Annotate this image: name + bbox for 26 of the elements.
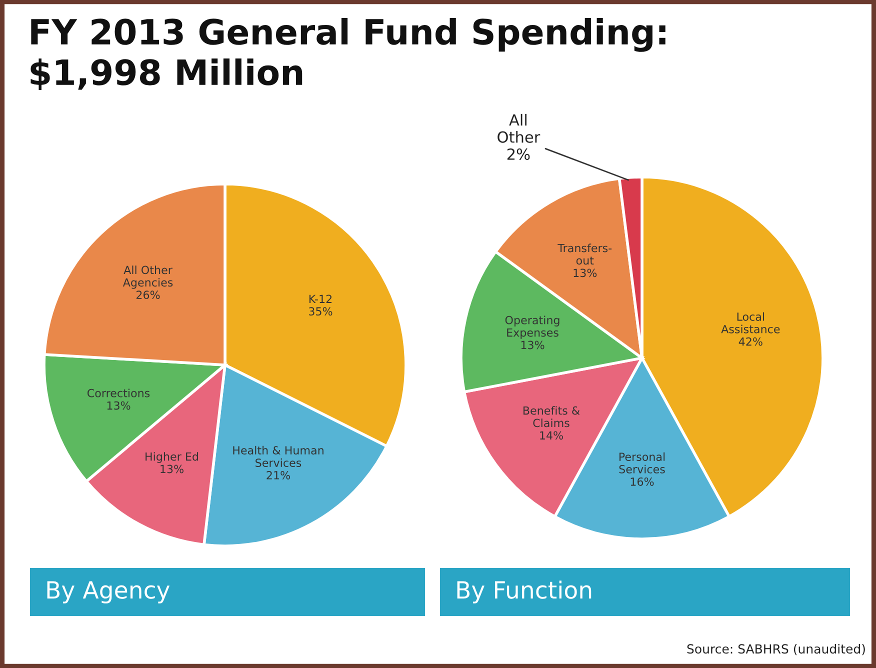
slice-label: K-12 — [309, 294, 332, 303]
slice-label: All Other — [498, 114, 540, 143]
data-label: 26% — [136, 290, 160, 300]
slice-label: Corrections — [87, 388, 150, 398]
chart-title: FY 2013 General Fund Spending: $1,998 Million — [30, 18, 666, 90]
slice-label: All Other Agencies — [122, 266, 173, 289]
text: By Function — [457, 580, 592, 604]
slice-label: Operating Expenses — [505, 316, 560, 339]
slice-label: Health & Human Services — [233, 446, 324, 467]
data-label: 13% — [107, 401, 130, 410]
data-label: 13% — [521, 340, 544, 350]
data-label: 16% — [630, 477, 654, 486]
source-note: Source: SABHRS (unaudited) — [687, 644, 865, 656]
data-label: 14% — [540, 431, 563, 440]
text: By Agency — [47, 581, 170, 604]
slice-label: Personal Services — [619, 452, 665, 474]
slice-label: Higher Ed — [146, 452, 198, 463]
slice-label: Local Assistance — [721, 312, 780, 334]
data-label: 35% — [308, 307, 332, 316]
slice-label: Benefits & Claims — [523, 406, 580, 428]
data-label: 13% — [160, 464, 184, 474]
data-label: 2% — [507, 148, 530, 160]
data-label: 13% — [574, 268, 597, 278]
data-label: 21% — [266, 471, 290, 480]
slice-label: Transfers- out — [558, 244, 612, 265]
data-label: 42% — [738, 337, 762, 346]
